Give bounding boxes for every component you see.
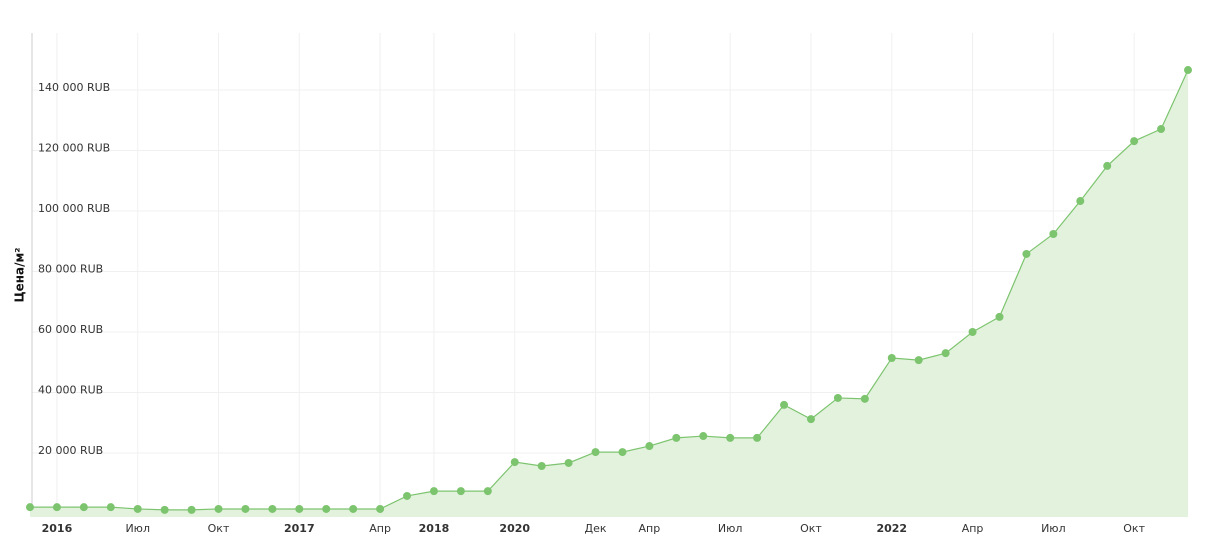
point	[483, 487, 492, 496]
y-tick-label: 60 000 RUB	[38, 323, 103, 336]
point	[52, 503, 61, 512]
line	[30, 69, 1189, 511]
x-tick-label: Июл	[125, 522, 150, 535]
point	[241, 504, 250, 513]
x-tick-label: 2020	[499, 522, 530, 535]
y-tick-label: 100 000 RUB	[38, 202, 110, 215]
point	[833, 393, 842, 402]
x-tick-label: Дек	[585, 522, 607, 535]
point	[1103, 161, 1112, 170]
point	[860, 394, 869, 403]
point	[295, 504, 304, 513]
x-tick-label: 2016	[42, 522, 73, 535]
point	[214, 504, 223, 513]
point	[187, 505, 196, 514]
x-tick-label: 2017	[284, 522, 315, 535]
point	[591, 448, 600, 457]
y-tick-label: 20 000 RUB	[38, 444, 103, 457]
point	[79, 503, 88, 512]
point	[806, 415, 815, 424]
y-tick-label: 120 000 RUB	[38, 142, 110, 155]
point	[1076, 197, 1085, 206]
point	[510, 458, 519, 467]
point	[618, 448, 627, 457]
point	[106, 503, 115, 512]
point	[537, 462, 546, 471]
area	[30, 70, 1188, 517]
point	[429, 487, 438, 496]
point	[914, 356, 923, 365]
point	[160, 505, 169, 514]
point	[753, 433, 762, 442]
point	[403, 491, 412, 500]
x-tick-label: Апр	[369, 522, 391, 535]
point	[941, 349, 950, 358]
x-tick-label: Июл	[718, 522, 743, 535]
x-tick-label: Окт	[208, 522, 230, 535]
point	[968, 328, 977, 336]
point	[699, 432, 708, 441]
point	[376, 504, 385, 513]
point	[133, 504, 142, 513]
point	[726, 433, 735, 442]
point	[995, 312, 1004, 321]
x-tick-label: Апр	[639, 522, 661, 535]
point	[645, 442, 654, 451]
point	[564, 458, 573, 467]
point	[780, 400, 789, 409]
point	[672, 433, 681, 442]
point	[349, 504, 358, 513]
point	[1049, 229, 1058, 238]
x-tick-label: 2022	[876, 522, 907, 535]
x-tick-label: Окт	[800, 522, 822, 535]
x-tick-label: Апр	[962, 522, 984, 535]
x-tick-label: 2018	[419, 522, 450, 535]
y-tick-label: 140 000 RUB	[38, 81, 110, 94]
point	[26, 503, 34, 512]
point	[268, 504, 277, 513]
point	[887, 354, 896, 363]
y-axis-title: Цена/м²	[13, 247, 27, 302]
point	[322, 504, 331, 513]
y-tick-label: 80 000 RUB	[38, 263, 103, 276]
point	[1184, 66, 1192, 75]
x-tick-label: Июл	[1041, 522, 1066, 535]
point	[456, 487, 465, 496]
point	[1157, 125, 1166, 134]
point	[1022, 249, 1031, 258]
x-tick-label: Окт	[1123, 522, 1145, 535]
point	[1130, 137, 1139, 146]
y-tick-label: 40 000 RUB	[38, 384, 103, 397]
